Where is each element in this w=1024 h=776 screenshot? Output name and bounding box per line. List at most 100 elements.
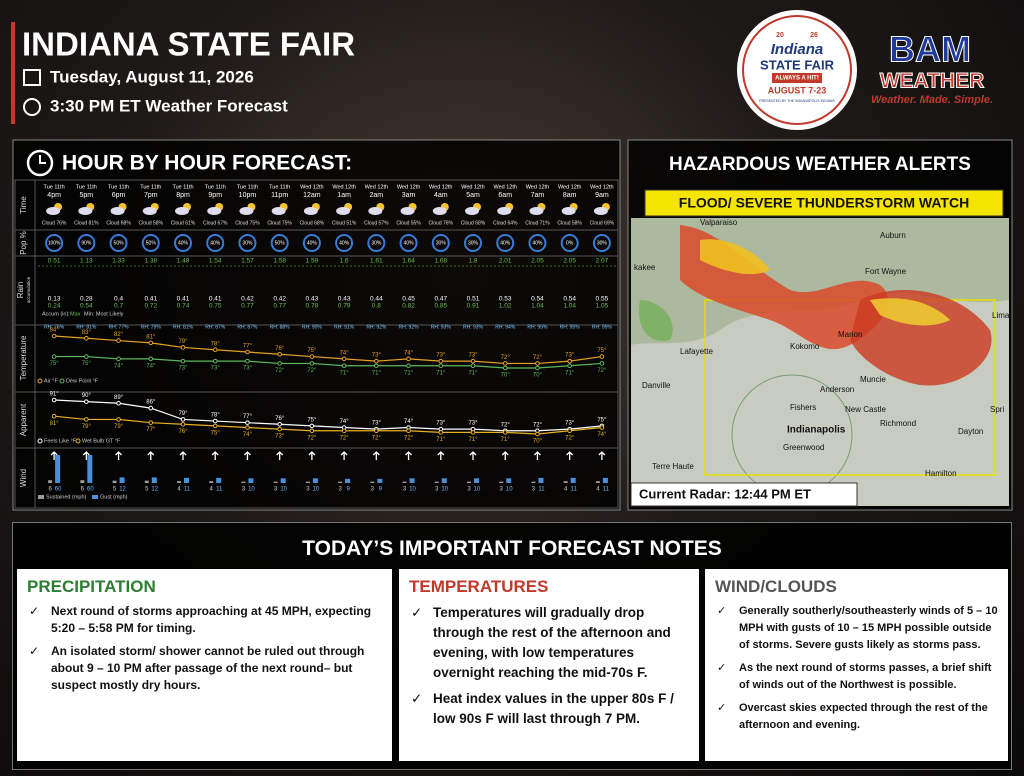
series-label: 73°	[565, 353, 575, 359]
rh-label: RH: 91%	[334, 324, 355, 330]
rain-likely: 0.78	[306, 303, 319, 310]
hour-label: 12am	[303, 192, 321, 199]
pop-ring	[431, 234, 450, 252]
rain-min: 0.51	[467, 296, 480, 303]
alert-banner	[644, 189, 1004, 217]
sustained-label: 5	[145, 487, 149, 493]
weather-icon-cloud	[271, 207, 286, 215]
city-label: Dayton	[958, 427, 983, 436]
alert-banner-text: FLOOD/ SEVERE THUNDERSTORM WATCH	[679, 195, 969, 211]
series-label: 74°	[340, 419, 350, 425]
rain-min: 0.41	[209, 296, 222, 303]
cloud-label: Cloud 71%	[525, 220, 550, 226]
rh-label: RH: 95%	[560, 324, 581, 330]
sustained-bar	[273, 481, 278, 483]
city-label: kakee	[634, 263, 656, 272]
note-bullet: Temperatures will gradually drop through…	[409, 603, 689, 683]
rain-max: 1.58	[273, 258, 286, 265]
sustained-label: 3	[306, 487, 310, 493]
weather-icon-cloud	[239, 207, 254, 215]
gust-bar	[377, 478, 383, 483]
rain-min: 0.42	[273, 296, 286, 303]
sustained-bar	[499, 481, 504, 483]
cloud-label: Cloud 69%	[590, 220, 615, 226]
city-label: Terre Haute	[652, 462, 694, 471]
sustained-label: 3	[532, 487, 536, 493]
gust-bar	[570, 477, 576, 483]
series-label: 73°	[468, 353, 478, 359]
fair-year: 26	[810, 32, 818, 39]
fair-ribbon	[772, 73, 822, 83]
series-label: 74°	[404, 350, 414, 356]
note-bullet: An isolated storm/ shower cannot be rule…	[27, 643, 382, 694]
gust-label: 60	[55, 487, 62, 493]
series-label: 70°	[533, 373, 543, 379]
series-label: 71°	[340, 370, 350, 376]
cloud-label: Cloud 57%	[364, 220, 389, 226]
gust-label: 10	[313, 487, 320, 493]
gust-label: 12	[119, 487, 126, 493]
gust-label: 10	[280, 487, 287, 493]
series-label: 75°	[50, 361, 60, 367]
series-label: 72°	[307, 435, 317, 441]
series-label: 75°	[597, 417, 607, 423]
series-label: 74°	[146, 363, 156, 369]
rh-label: RH: 95%	[527, 324, 548, 330]
day-label: Tue 11th	[205, 184, 226, 190]
series-label: 73°	[436, 421, 446, 427]
gust-label: 60	[87, 487, 94, 493]
rh-label: RH: 93%	[463, 324, 484, 330]
series-point	[567, 363, 572, 369]
hour-label: 4pm	[47, 192, 61, 199]
series-point	[406, 363, 411, 369]
series-label: 89°	[114, 395, 124, 401]
series-point	[116, 400, 121, 406]
series-label: 71°	[436, 370, 446, 376]
sustained-bar	[209, 481, 214, 483]
sustained-label: 3	[467, 487, 471, 493]
gust-label: 9	[379, 487, 383, 493]
legend-marker	[37, 378, 43, 384]
gust-label: 10	[474, 487, 481, 493]
series-point	[277, 361, 282, 366]
gust-label: 12	[151, 487, 158, 493]
rain-max: 1.64	[402, 258, 415, 265]
series-label: 74°	[114, 363, 124, 369]
series-point	[309, 361, 315, 366]
series-point	[406, 428, 411, 434]
series-label: 73°	[211, 366, 221, 372]
hour-label: 5pm	[80, 192, 94, 199]
city-label: Hamilton	[925, 469, 957, 478]
rain-min: 0.41	[177, 296, 190, 303]
hour-label: 2am	[370, 192, 384, 199]
weather-icon-cloud	[593, 207, 608, 215]
weather-icon-cloud	[400, 207, 415, 215]
series-line	[54, 335, 602, 365]
pop-ring	[238, 234, 257, 252]
city-label: Spri	[990, 405, 1004, 414]
rain-max: 2.05	[531, 258, 544, 265]
hour-label: 9pm	[208, 192, 222, 199]
wind-arrow	[50, 451, 58, 460]
series-point	[470, 430, 476, 435]
pop-label: 40%	[532, 240, 543, 246]
weather-icon-cloud	[368, 207, 383, 215]
sustained-bar	[338, 481, 343, 483]
sustained-label: 3	[338, 487, 342, 493]
sustained-bar	[241, 481, 246, 483]
pop-label: 40%	[210, 240, 221, 246]
day-label: Wed 12th	[558, 184, 581, 190]
rain-likely: 0.75	[209, 303, 222, 310]
row-label: Time	[19, 196, 28, 214]
rain-min: 0.28	[80, 296, 93, 303]
series-label: 70°	[501, 373, 511, 379]
pop-label: 40%	[404, 240, 415, 246]
series-point	[277, 426, 282, 432]
gust-label: 11	[184, 487, 191, 493]
wind-arrow	[147, 451, 155, 460]
series-label: 76°	[178, 429, 188, 435]
radar-map: Valparaiso Auburn Fort Wayne Lima kakee Kokom…	[630, 218, 1010, 507]
rain-min: 0.54	[531, 296, 544, 303]
rh-label: RH: 93%	[431, 324, 452, 330]
